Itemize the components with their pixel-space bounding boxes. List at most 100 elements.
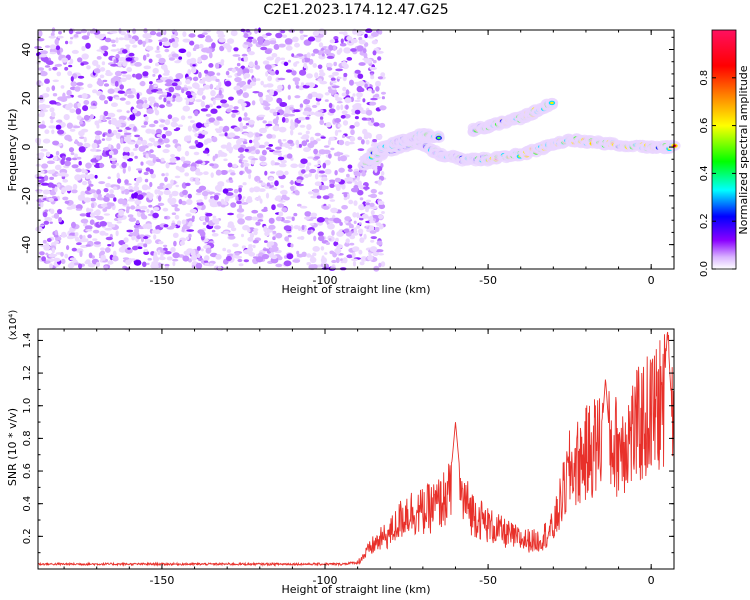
noise-speckle: [370, 210, 375, 216]
noise-speckle: [115, 230, 119, 237]
noise-speckle: [149, 181, 153, 188]
noise-speckle: [200, 100, 205, 108]
noise-speckle: [375, 222, 382, 227]
noise-speckle: [280, 189, 288, 195]
noise-speckle: [127, 94, 135, 99]
noise-speckle: [186, 248, 194, 253]
noise-speckle: [190, 120, 195, 123]
noise-speckle: [49, 263, 53, 269]
noise-speckle: [105, 137, 112, 142]
noise-speckle: [196, 133, 205, 139]
noise-speckle: [68, 28, 74, 35]
noise-speckle: [220, 198, 225, 204]
noise-speckle: [58, 55, 62, 61]
noise-speckle: [370, 236, 377, 240]
noise-speckle: [317, 78, 323, 82]
snr-y-ticks: 0.2 0.4 0.6 0.8 1.0 1.2 1.4: [22, 332, 674, 554]
noise-speckle: [381, 211, 385, 214]
noise-speckle: [320, 136, 326, 139]
noise-speckle: [228, 105, 234, 110]
noise-speckle: [79, 250, 83, 257]
noise-speckle: [147, 257, 152, 261]
noise-speckle: [304, 99, 311, 103]
noise-speckle: [242, 125, 248, 130]
noise-speckle: [170, 247, 176, 253]
noise-speckle: [220, 144, 228, 149]
noise-speckle: [171, 222, 176, 227]
noise-speckle: [136, 220, 140, 225]
noise-speckle: [371, 89, 375, 94]
noise-speckle: [324, 168, 332, 175]
y-tick-label: 0.4: [22, 496, 33, 512]
noise-speckle: [57, 129, 65, 135]
noise-speckle: [310, 136, 315, 142]
noise-speckle: [306, 162, 312, 166]
noise-speckle: [215, 78, 220, 82]
noise-speckle: [251, 209, 259, 214]
noise-speckle: [249, 81, 257, 87]
noise-speckle: [217, 265, 222, 271]
noise-speckle: [372, 50, 377, 56]
noise-speckle: [195, 177, 200, 182]
noise-speckle: [109, 189, 114, 195]
noise-speckle: [71, 49, 79, 54]
noise-speckle: [287, 59, 292, 63]
noise-speckle: [368, 252, 372, 255]
noise-speckle: [233, 163, 237, 168]
noise-speckle: [61, 175, 66, 180]
noise-speckle: [70, 76, 74, 82]
noise-speckle: [145, 153, 149, 159]
noise-speckle: [374, 226, 380, 233]
noise-speckle: [85, 229, 93, 232]
noise-speckle: [84, 225, 93, 231]
y-tick-label: -20: [20, 187, 33, 205]
noise-speckle: [101, 138, 105, 141]
noise-speckle: [342, 257, 348, 264]
noise-speckle: [269, 171, 276, 174]
noise-speckle: [63, 114, 70, 121]
noise-speckle: [356, 45, 364, 52]
noise-speckle: [91, 142, 98, 149]
noise-speckle: [293, 212, 298, 217]
noise-speckle: [143, 33, 152, 39]
noise-speckle: [74, 153, 78, 158]
noise-speckle: [260, 80, 265, 86]
noise-speckle: [370, 188, 377, 194]
noise-speckle: [49, 190, 57, 196]
noise-speckle: [175, 96, 183, 103]
noise-speckle: [192, 47, 197, 51]
noise-speckle: [324, 49, 331, 55]
noise-speckle: [328, 153, 332, 159]
noise-speckle: [152, 67, 159, 74]
noise-speckle: [156, 90, 164, 94]
noise-speckle: [337, 123, 342, 128]
noise-speckle: [353, 220, 357, 224]
noise-speckle: [146, 88, 154, 95]
noise-speckle: [264, 141, 270, 147]
noise-speckle: [171, 82, 178, 87]
noise-speckle: [266, 147, 272, 150]
noise-speckle: [44, 78, 50, 84]
noise-speckle: [353, 200, 358, 206]
noise-speckle: [236, 72, 242, 76]
noise-speckle: [358, 249, 363, 255]
noise-speckle: [301, 140, 308, 147]
noise-speckle: [297, 225, 301, 232]
noise-speckle: [137, 242, 146, 247]
noise-speckle: [76, 115, 82, 121]
noise-speckle: [330, 77, 336, 82]
noise-speckle: [124, 92, 128, 97]
noise-speckle: [268, 224, 276, 230]
noise-speckle: [81, 35, 90, 40]
noise-speckle: [234, 77, 242, 83]
noise-speckle: [212, 215, 217, 219]
noise-speckle: [340, 114, 346, 119]
noise-speckle: [153, 102, 159, 108]
noise-speckle: [346, 57, 353, 61]
noise-speckle: [188, 145, 197, 150]
noise-speckle: [361, 170, 366, 177]
noise-speckle: [80, 63, 85, 66]
noise-speckle: [200, 248, 204, 252]
noise-speckle: [153, 234, 157, 240]
noise-speckle: [154, 106, 158, 113]
